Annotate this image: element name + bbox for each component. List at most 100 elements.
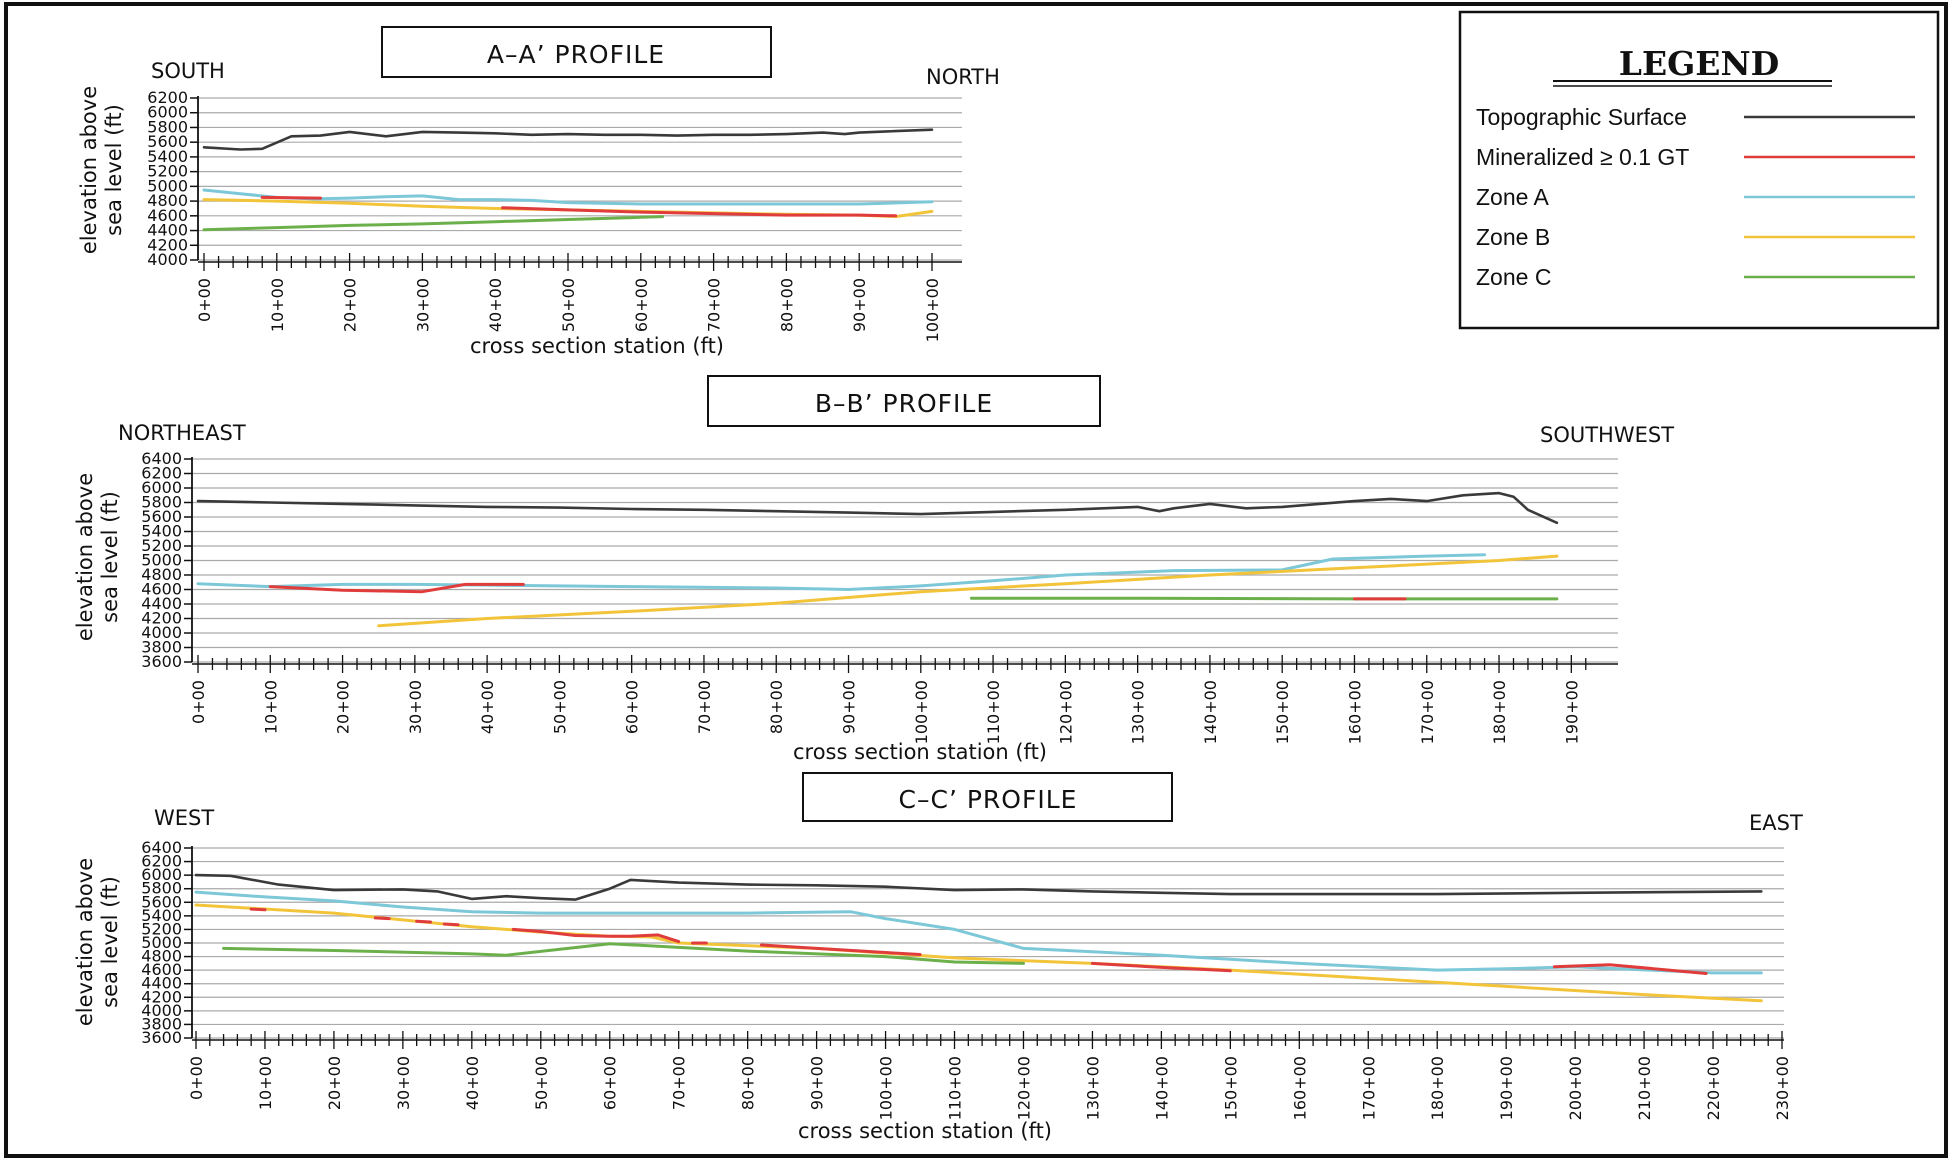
x-tick-label: 140+00 xyxy=(1152,1056,1171,1120)
y-tick-label: 5800 xyxy=(147,117,188,136)
chart-c-c-profile: C–C’ PROFILE WEST EAST elevation above s… xyxy=(73,772,1803,1143)
chart-b-title-box xyxy=(707,375,1101,427)
y-tick-label: 3800 xyxy=(141,638,182,657)
x-tick-label: 30+00 xyxy=(406,680,425,734)
y-tick-label: 4600 xyxy=(141,580,182,599)
y-tick-label: 6000 xyxy=(141,865,182,884)
legend-item-label: Topographic Surface xyxy=(1476,104,1687,130)
chart-b-right-direction: SOUTHWEST xyxy=(1540,423,1674,447)
chart-b-b-profile: B–B’ PROFILE NORTHEAST SOUTHWEST elevati… xyxy=(73,375,1674,764)
x-tick-label: 120+00 xyxy=(1056,680,1075,744)
x-tick-label: 30+00 xyxy=(394,1056,413,1110)
y-tick-label: 4400 xyxy=(141,594,182,613)
series-line-mineralized xyxy=(511,927,681,944)
chart-a-title: A–A’ PROFILE xyxy=(487,40,665,69)
y-tick-label: 4000 xyxy=(141,623,182,642)
x-tick-label: 150+00 xyxy=(1221,1056,1240,1120)
y-tick-label: 4200 xyxy=(141,609,182,628)
series-line-mineralized xyxy=(1552,963,1708,975)
y-tick-label: 4800 xyxy=(141,947,182,966)
y-tick-label: 4600 xyxy=(147,206,188,225)
x-tick-label: 140+00 xyxy=(1201,680,1220,744)
chart-c-ylabel-line2: sea level (ft) xyxy=(98,876,122,1008)
series-line-mineralized xyxy=(1090,961,1232,973)
x-tick-label: 110+00 xyxy=(946,1056,965,1120)
y-tick-label: 5200 xyxy=(141,536,182,555)
x-tick-label: 20+00 xyxy=(334,680,353,734)
chart-a-title-box xyxy=(381,26,772,78)
y-tick-label: 6200 xyxy=(147,88,188,107)
x-tick-label: 10+00 xyxy=(256,1056,275,1110)
y-tick-label: 4200 xyxy=(147,235,188,254)
series-line-zone-c xyxy=(969,596,1559,601)
y-tick-label: 6000 xyxy=(141,478,182,497)
y-tick-label: 3600 xyxy=(141,652,182,671)
x-tick-label: 80+00 xyxy=(777,278,796,332)
chart-a-a-profile: A–A’ PROFILE SOUTH NORTH elevation above… xyxy=(77,26,1000,358)
y-tick-label: 3800 xyxy=(141,1014,182,1033)
x-tick-label: 20+00 xyxy=(325,1056,344,1110)
x-tick-label: 130+00 xyxy=(1083,1056,1102,1120)
x-tick-label: 60+00 xyxy=(601,1056,620,1110)
series-line-zone-b xyxy=(377,554,1559,628)
x-tick-label: 50+00 xyxy=(559,278,578,332)
series-line-zone-c xyxy=(222,942,1025,965)
x-tick-label: 230+00 xyxy=(1773,1056,1792,1120)
chart-c-xlabel: cross section station (ft) xyxy=(798,1119,1052,1143)
legend-item-label: Zone C xyxy=(1476,264,1551,290)
x-tick-label: 130+00 xyxy=(1129,680,1148,744)
x-tick-label: 180+00 xyxy=(1428,1056,1447,1120)
series-line-mineralized xyxy=(260,195,322,200)
x-tick-label: 190+00 xyxy=(1562,680,1581,744)
x-tick-label: 120+00 xyxy=(1014,1056,1033,1120)
x-tick-label: 80+00 xyxy=(739,1056,758,1110)
chart-a-ylabel-line1: elevation above xyxy=(77,86,101,254)
x-tick-label: 10+00 xyxy=(268,278,287,332)
x-tick-label: 220+00 xyxy=(1704,1056,1723,1120)
y-tick-label: 5800 xyxy=(141,493,182,512)
chart-a-ylabel-line2: sea level (ft) xyxy=(102,104,126,236)
x-tick-label: 110+00 xyxy=(984,680,1003,744)
series-line-topographic xyxy=(194,873,1763,901)
y-tick-label: 5800 xyxy=(141,879,182,898)
series-line-mineralized xyxy=(268,582,525,594)
x-tick-label: 170+00 xyxy=(1359,1056,1378,1120)
x-tick-label: 0+00 xyxy=(189,680,208,724)
y-tick-label: 5400 xyxy=(141,522,182,541)
grid xyxy=(184,458,1618,663)
y-tick-label: 6000 xyxy=(147,103,188,122)
x-tick-label: 100+00 xyxy=(912,680,931,744)
series-line-zone-c xyxy=(202,215,665,232)
legend-item-label: Zone A xyxy=(1476,184,1550,210)
x-tick-label: 210+00 xyxy=(1635,1056,1654,1120)
legend: LEGEND Topographic Surface Mineralized ≥ … xyxy=(1458,10,1940,330)
y-tick-label: 6200 xyxy=(141,852,182,871)
x-tick-label: 160+00 xyxy=(1290,1056,1309,1120)
y-tick-label: 5000 xyxy=(147,176,188,195)
chart-a-right-direction: NORTH xyxy=(926,65,1000,89)
series-line-mineralized xyxy=(415,919,432,924)
y-tick-label: 5000 xyxy=(141,551,182,570)
chart-c-title: C–C’ PROFILE xyxy=(899,785,1078,814)
x-tick-label: 190+00 xyxy=(1497,1056,1516,1120)
y-tick-label: 3600 xyxy=(141,1028,182,1047)
x-tick-label: 10+00 xyxy=(261,680,280,734)
chart-b-ylabel-line2: sea level (ft) xyxy=(98,491,122,623)
series-line-mineralized xyxy=(759,943,922,956)
chart-c-right-direction: EAST xyxy=(1749,811,1803,835)
y-tick-label: 6400 xyxy=(141,838,182,857)
chart-c-left-direction: WEST xyxy=(154,806,214,830)
y-tick-label: 6200 xyxy=(141,464,182,483)
x-tick-label: 200+00 xyxy=(1566,1056,1585,1120)
x-tick-label: 40+00 xyxy=(463,1056,482,1110)
series-line-zone-a xyxy=(194,890,1763,975)
series-line-zone-a xyxy=(196,553,1487,591)
x-tick-label: 70+00 xyxy=(695,680,714,734)
series-line-mineralized xyxy=(373,916,391,921)
series-line-mineralized xyxy=(249,907,267,912)
x-tick-label: 90+00 xyxy=(808,1056,827,1110)
x-tick-label: 160+00 xyxy=(1345,680,1364,744)
x-tick-label: 0+00 xyxy=(187,1056,206,1100)
x-tick-label: 50+00 xyxy=(550,680,569,734)
y-tick-label: 5600 xyxy=(141,507,182,526)
